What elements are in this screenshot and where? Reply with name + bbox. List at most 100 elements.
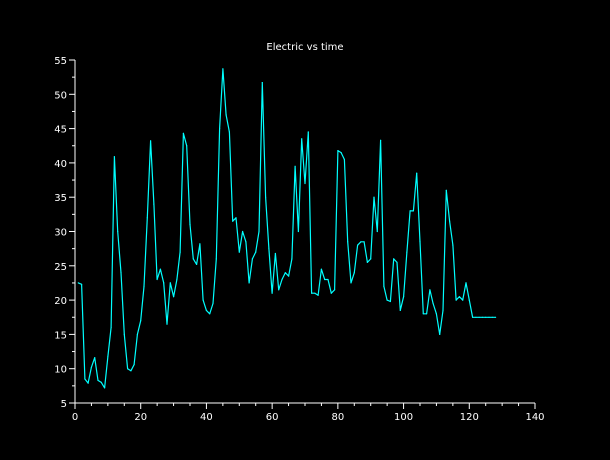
- data-point: [127, 368, 129, 370]
- data-point: [409, 210, 411, 212]
- data-point: [334, 289, 336, 291]
- data-point: [439, 333, 441, 335]
- data-point: [133, 364, 135, 366]
- data-point: [370, 258, 372, 260]
- y-tick-label: 5: [61, 399, 67, 410]
- data-point: [350, 282, 352, 284]
- data-point: [278, 289, 280, 291]
- data-point: [478, 316, 480, 318]
- data-point: [399, 309, 401, 311]
- data-point: [90, 366, 92, 368]
- y-tick-label: 45: [54, 125, 67, 136]
- axes: 0 20 40 60 80 100 120 140 5 10 15 20 25 30 35 40 45 50 55: [54, 56, 544, 423]
- data-point: [258, 230, 260, 233]
- data-point: [265, 196, 267, 198]
- data-point: [248, 282, 250, 284]
- data-point: [202, 299, 204, 301]
- x-tick-label: 20: [134, 412, 147, 423]
- data-point: [481, 316, 483, 318]
- data-point: [485, 316, 487, 318]
- data-point: [242, 230, 244, 233]
- data-point: [357, 244, 359, 246]
- data-point: [462, 299, 464, 301]
- data-point: [136, 333, 138, 335]
- data-point: [169, 282, 171, 284]
- data-point: [330, 292, 332, 294]
- data-point: [222, 68, 224, 70]
- data-point: [314, 292, 316, 294]
- data-point: [488, 316, 490, 318]
- data-point: [150, 140, 152, 142]
- y-tick-label: 25: [54, 262, 67, 273]
- data-point: [340, 152, 342, 154]
- data-point: [156, 278, 158, 281]
- chart-title: Electric vs time: [266, 42, 343, 53]
- data-point: [100, 381, 102, 383]
- data-point: [376, 230, 378, 233]
- data-point: [301, 138, 303, 140]
- data-point: [110, 326, 112, 329]
- data-point: [373, 196, 375, 198]
- data-point: [219, 128, 221, 130]
- data-point: [205, 309, 207, 311]
- data-point: [393, 258, 395, 260]
- data-point: [458, 296, 460, 298]
- data-point: [189, 224, 191, 226]
- data-point: [94, 357, 96, 359]
- data-point: [255, 251, 257, 253]
- y-tick-label: 50: [54, 90, 67, 101]
- y-tick-label: 20: [54, 296, 67, 307]
- data-point: [281, 278, 283, 281]
- data-point: [363, 241, 365, 243]
- data-point: [228, 131, 230, 133]
- data-point: [435, 313, 437, 315]
- data-point: [472, 316, 474, 318]
- data-point: [107, 355, 109, 357]
- data-point: [104, 387, 106, 389]
- data-point: [153, 203, 155, 205]
- data-point: [173, 296, 175, 298]
- data-point: [251, 258, 253, 260]
- data-point: [238, 251, 240, 253]
- data-point: [360, 241, 362, 243]
- data-point: [406, 251, 408, 253]
- data-point: [383, 285, 385, 287]
- data-point: [225, 114, 227, 116]
- data-point: [84, 378, 86, 380]
- data-point: [389, 300, 391, 303]
- data-point: [245, 241, 247, 243]
- data-point: [159, 268, 161, 270]
- data-point: [199, 243, 201, 245]
- data-point: [327, 278, 329, 281]
- data-point: [465, 282, 467, 284]
- data-point: [320, 268, 322, 270]
- x-tick-label: 60: [266, 412, 279, 423]
- data-point: [140, 320, 142, 322]
- y-tick-label: 40: [54, 159, 67, 170]
- data-point: [235, 217, 237, 219]
- data-point: [468, 299, 470, 301]
- data-point: [117, 230, 119, 233]
- data-point: [179, 251, 181, 253]
- data-point: [284, 272, 286, 274]
- data-point: [403, 296, 405, 298]
- data-point: [192, 258, 194, 260]
- data-point: [288, 275, 290, 277]
- data-point: [304, 182, 306, 185]
- data-point: [396, 261, 398, 263]
- data-point: [166, 323, 168, 325]
- data-point: [268, 248, 270, 250]
- data-point: [294, 165, 296, 167]
- x-tick-label: 40: [200, 412, 213, 423]
- data-point: [337, 150, 339, 152]
- data-point: [347, 241, 349, 243]
- data-point: [182, 132, 184, 134]
- data-point: [143, 285, 145, 287]
- data-point: [429, 289, 431, 291]
- data-point: [317, 294, 319, 296]
- plot-area: [77, 68, 497, 389]
- data-point: [212, 302, 214, 305]
- data-point: [452, 244, 454, 246]
- data-point: [366, 261, 368, 263]
